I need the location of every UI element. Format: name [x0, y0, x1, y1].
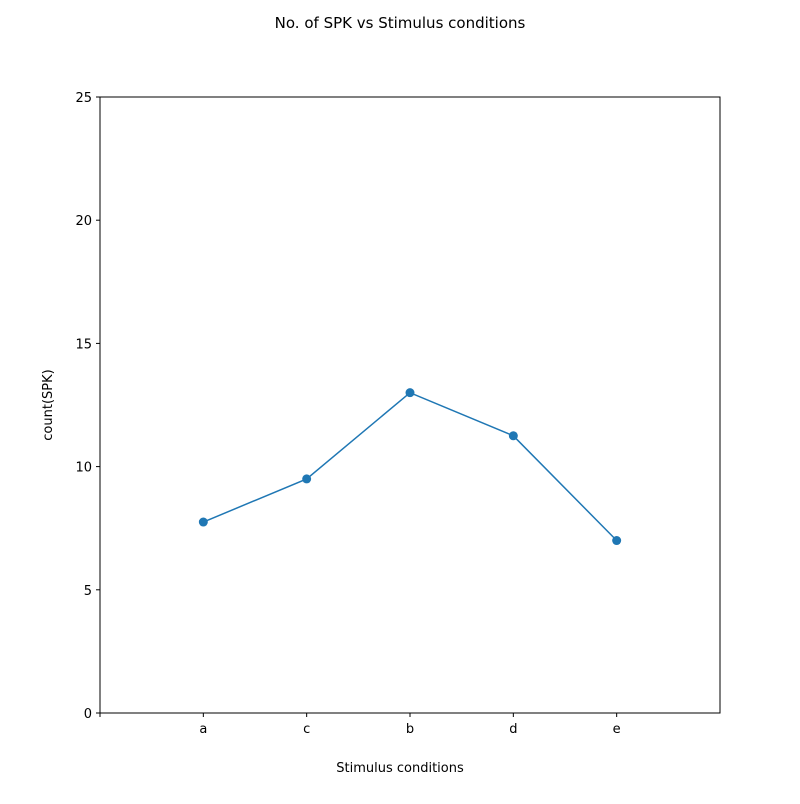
chart-title: No. of SPK vs Stimulus conditions: [275, 14, 526, 32]
plot-area-frame: [99, 96, 721, 714]
y-axis-ticks: 0 5 10 15 20 25: [75, 91, 100, 722]
data-point: [198, 517, 208, 527]
data-point: [302, 474, 312, 484]
y-tick-label: 0: [84, 707, 92, 722]
x-tick-label: a: [199, 722, 207, 737]
y-tick-label: 5: [84, 584, 92, 599]
y-tick-label: 15: [75, 337, 92, 352]
series-points: [198, 388, 622, 546]
y-tick-label: 25: [75, 91, 92, 106]
x-tick-label: b: [406, 722, 414, 737]
data-point: [508, 431, 518, 441]
y-axis-label: count(SPK): [41, 369, 56, 440]
x-tick-label: d: [509, 722, 517, 737]
x-tick-label: e: [613, 722, 621, 737]
x-tick-label: c: [303, 722, 310, 737]
y-tick-label: 10: [75, 461, 92, 476]
x-axis-label: Stimulus conditions: [336, 761, 464, 776]
y-tick-label: 20: [75, 214, 92, 229]
data-point: [612, 536, 622, 546]
data-point: [405, 388, 415, 398]
